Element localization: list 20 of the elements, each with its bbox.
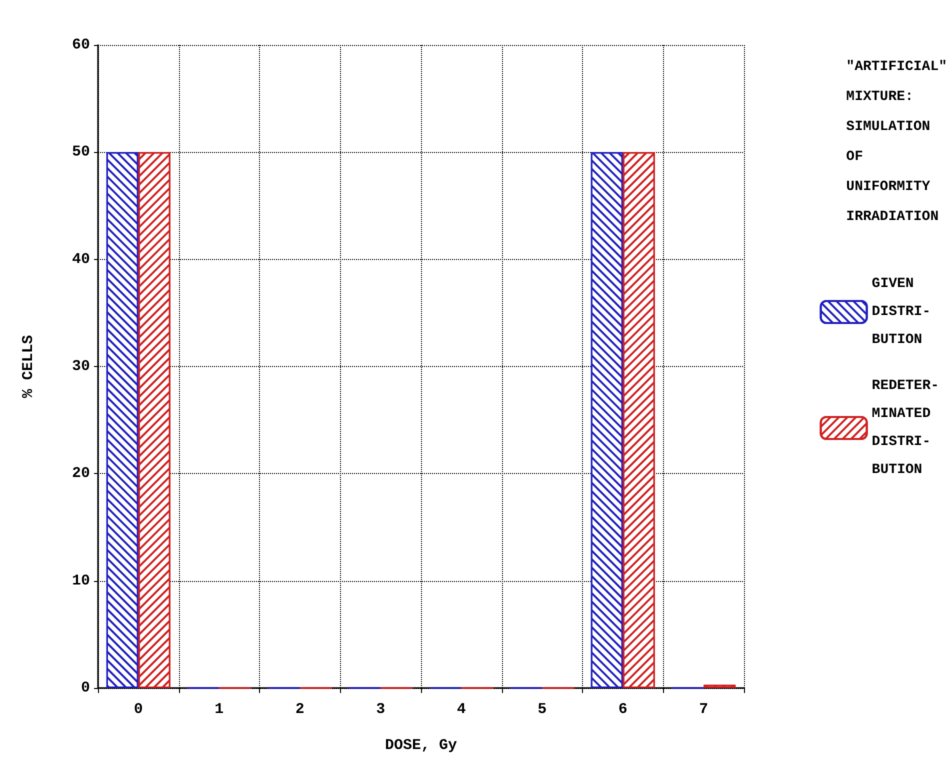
x-tick-label: 7 (699, 701, 708, 718)
y-tick-label: 0 (80, 680, 90, 696)
x-tick-label: 5 (538, 701, 547, 718)
y-axis-title: % CELLS (20, 334, 37, 398)
legend-label: REDETER-MINATED DISTRI-BUTION (872, 378, 940, 478)
x-tick-label: 2 (295, 701, 304, 718)
x-tick-label: 1 (214, 701, 224, 718)
y-tick-label: 60 (72, 36, 90, 54)
y-tick-label: 40 (72, 250, 90, 268)
y-tick-label: 50 (72, 144, 90, 161)
legend-label: GIVEN DISTRI-BUTION (872, 276, 931, 348)
x-tick-label: 6 (618, 701, 628, 718)
legend-title: "ARTIFICIAL" MIXTURE: SIMULATION OF UNIFORMITY IRRADIATION (846, 59, 948, 225)
y-tick-label: 10 (72, 572, 90, 590)
x-tick-label: 0 (134, 701, 143, 718)
y-tick-label: 20 (72, 465, 90, 482)
x-tick-label: 4 (456, 701, 466, 718)
x-tick-label: 3 (376, 701, 386, 718)
x-axis-title: DOSE, Gy (384, 737, 458, 754)
y-tick-label: 30 (72, 358, 90, 375)
